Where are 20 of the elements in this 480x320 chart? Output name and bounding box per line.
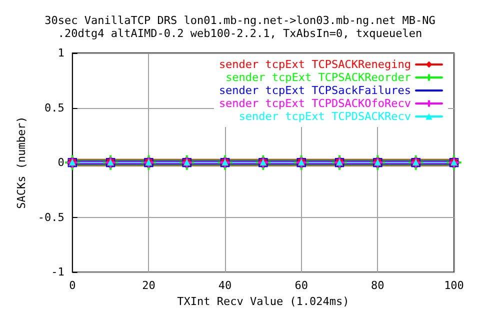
x-tick-label: 20 [142, 279, 156, 292]
x-tick-label: 100 [444, 279, 464, 292]
legend-label: sender tcpExt TCPDSACKOfoRecv [218, 97, 412, 110]
legend-label: sender tcpExt TCPDSACKRecv [238, 110, 412, 123]
y-tick-label: 0 [58, 156, 64, 170]
y-tick-label: -1 [51, 266, 64, 279]
x-tick-label: 40 [218, 279, 232, 292]
legend-label: sender tcpExt TCPSackFailures [218, 84, 411, 97]
legend-label: sender tcpExt TCPSACKReorder [226, 71, 412, 84]
x-tick-label: 80 [371, 279, 384, 292]
x-axis-title: TXInt Recv Value (1.024ms) [177, 295, 350, 308]
y-tick-label: 1 [58, 46, 64, 60]
y-axis-title: SACKs (number) [15, 116, 28, 209]
y-tick-label: 0.5 [44, 101, 64, 114]
y-tick-label: -0.5 [38, 210, 64, 224]
x-tick-label: 60 [294, 279, 308, 292]
x-tick-label: 0 [69, 279, 76, 292]
chart-title: 30sec VanillaTCP DRS lon01.mb-ng.net->lon03.mb-ng.net MB-NG [44, 14, 436, 27]
legend-label: sender tcpExt TCPSACKReneging [218, 58, 411, 71]
chart-subtitle: .20dtg4 altAIMD-0.2 web100-2.2.1, TxAbsIn=0, txqueuelen [58, 27, 422, 40]
